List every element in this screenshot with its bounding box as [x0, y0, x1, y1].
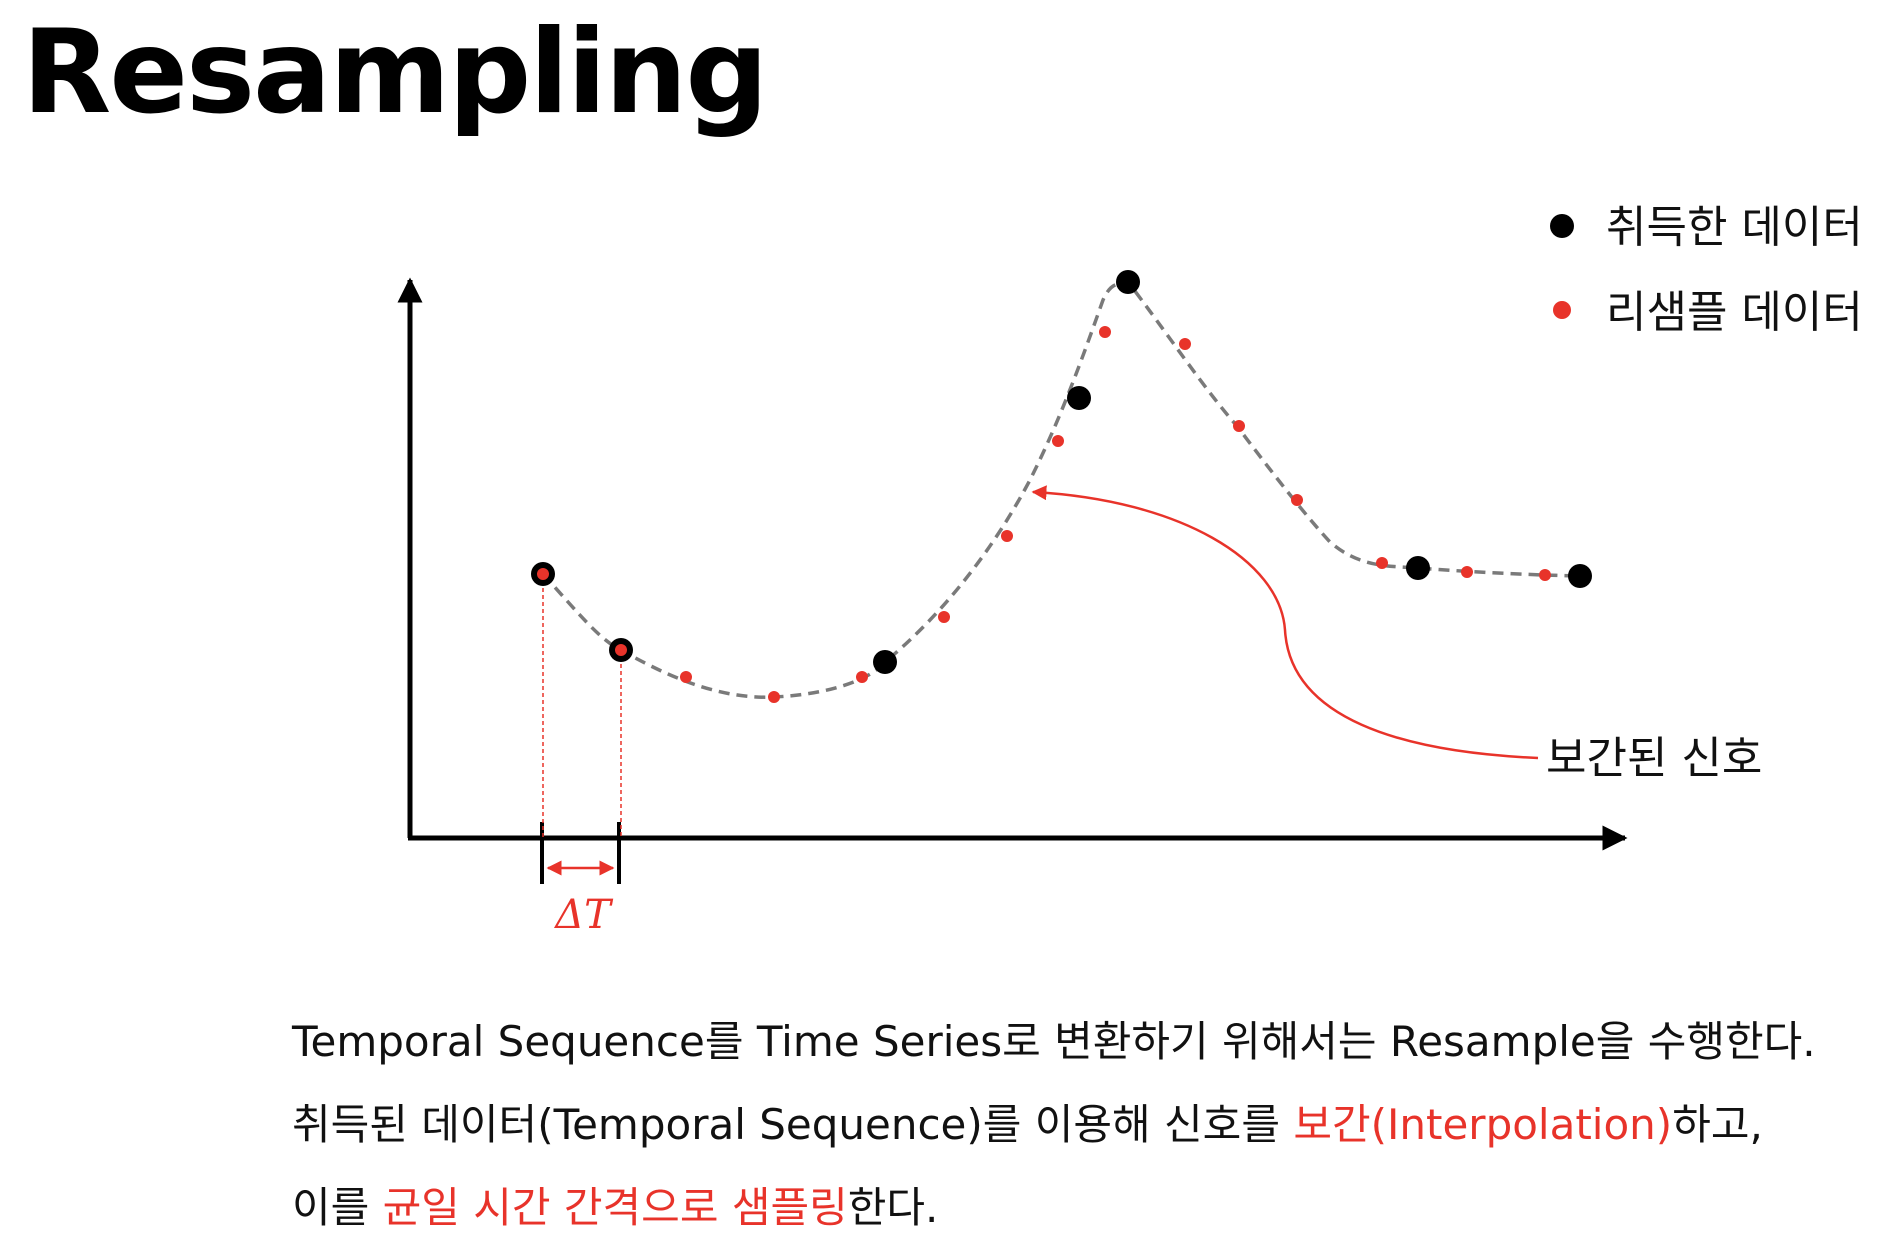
description-text: 취득된 데이터(Temporal Sequence)를 이용해 신호를	[292, 1100, 1294, 1149]
resampled-point	[1461, 566, 1473, 578]
resampled-point	[615, 644, 627, 656]
resampled-point	[856, 671, 868, 683]
resampled-point	[1001, 530, 1013, 542]
highlight-uniform-sampling: 균일 시간 간격으로 샘플링	[382, 1183, 848, 1232]
description: Temporal Sequence를 Time Series로 변환하기 위해서…	[292, 1000, 1882, 1249]
resampled-point	[680, 671, 692, 683]
delta-t-label: ΔT	[553, 892, 614, 938]
legend-resampled-marker	[1553, 301, 1571, 319]
acquired-point	[1568, 564, 1592, 588]
acquired-point	[873, 650, 897, 674]
description-text: 한다.	[847, 1183, 939, 1232]
resampled-point	[1291, 494, 1303, 506]
annotation-arrow	[1031, 485, 1539, 760]
description-text: Temporal Sequence를 Time Series로 변환하기 위해서…	[292, 1017, 1816, 1066]
legend: 취득한 데이터 리샘플 데이터	[1550, 202, 1863, 338]
description-text: 하고,	[1672, 1100, 1763, 1149]
annotation-label: 보간된 신호	[1546, 733, 1762, 784]
acquired-point	[1116, 270, 1140, 294]
description-text: 이를	[292, 1183, 383, 1232]
resampled-point	[768, 691, 780, 703]
resampled-point	[1233, 420, 1245, 432]
legend-acquired-marker	[1550, 214, 1574, 238]
page-title: Resampling	[22, 5, 768, 140]
acquired-point	[1406, 556, 1430, 580]
resampled-point	[1179, 338, 1191, 350]
description-line-3: 이를 균일 시간 간격으로 샘플링한다.	[292, 1166, 1882, 1249]
resampled-point	[938, 611, 950, 623]
resampled-point	[1539, 569, 1551, 581]
description-line-1: Temporal Sequence를 Time Series로 변환하기 위해서…	[292, 1000, 1882, 1083]
resampled-point	[537, 568, 549, 580]
legend-resampled-label: 리샘플 데이터	[1606, 287, 1863, 338]
resampled-point	[1376, 557, 1388, 569]
interpolated-curve	[541, 279, 1581, 699]
legend-acquired-label: 취득한 데이터	[1606, 202, 1863, 253]
resampled-point	[1099, 326, 1111, 338]
acquired-point	[1067, 386, 1091, 410]
description-line-2: 취득된 데이터(Temporal Sequence)를 이용해 신호를 보간(I…	[292, 1083, 1882, 1166]
highlight-interpolation: 보간(Interpolation)	[1293, 1100, 1673, 1149]
resampled-point	[1052, 435, 1064, 447]
